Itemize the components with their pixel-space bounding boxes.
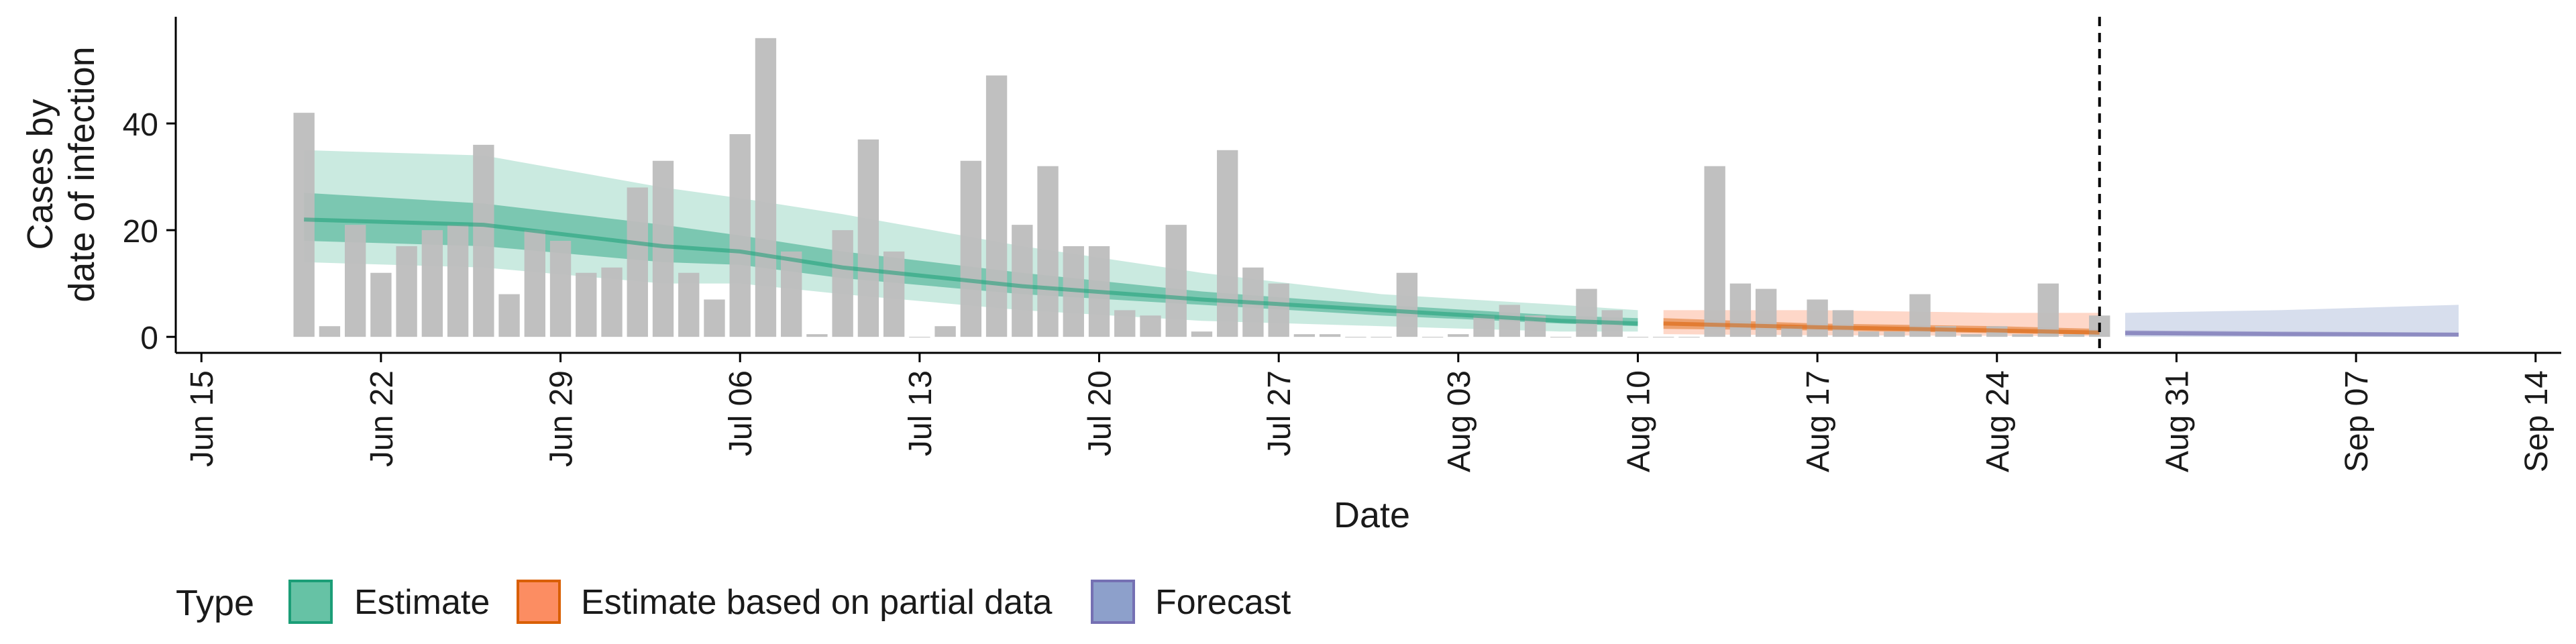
legend-label-forecast: Forecast xyxy=(1155,583,1291,622)
legend-key-forecast xyxy=(1091,580,1135,624)
x-tick-label: Sep 07 xyxy=(2339,370,2375,472)
bar xyxy=(1268,283,1289,337)
median-line-estimate xyxy=(304,217,1638,326)
median-line-forecast xyxy=(2125,331,2459,337)
x-tick-label: Jul 27 xyxy=(1262,370,1297,456)
bar xyxy=(1781,326,1803,337)
x-axis-ticks: Jun 15 Jun 22 Jun 29 Jul 06 Jul 13 Jul 20 Jul … xyxy=(184,353,2555,472)
bar xyxy=(781,251,802,337)
bar xyxy=(1037,166,1059,337)
bar xyxy=(447,225,469,337)
bar xyxy=(1293,334,1316,337)
bar xyxy=(652,160,674,337)
bar xyxy=(344,225,366,337)
y-axis-ticks: 0 20 40 xyxy=(123,107,176,356)
x-tick-label: Jun 29 xyxy=(544,370,580,467)
bar xyxy=(1012,225,1033,337)
x-tick-label: Aug 31 xyxy=(2159,370,2195,472)
bar xyxy=(1217,150,1238,337)
bar xyxy=(704,299,725,337)
x-tick-label: Sep 14 xyxy=(2519,370,2555,472)
bar xyxy=(1832,310,1854,337)
bar xyxy=(1448,334,1469,337)
bar-layer xyxy=(293,38,2110,338)
bar xyxy=(1140,315,1161,337)
x-axis-title: Date xyxy=(1334,495,1410,535)
bar xyxy=(1499,305,1520,337)
x-tick-label: Aug 24 xyxy=(1980,370,2016,472)
bar xyxy=(524,230,545,337)
legend-label-estimate: Estimate xyxy=(354,583,490,622)
x-tick-label: Jul 06 xyxy=(723,370,759,456)
legend-key-partial xyxy=(517,580,561,624)
bar xyxy=(293,113,315,337)
bar xyxy=(421,230,443,337)
bar xyxy=(857,139,879,337)
bar xyxy=(1191,331,1213,337)
bar xyxy=(2012,334,2033,337)
bar xyxy=(1319,334,1341,337)
bar xyxy=(576,272,597,337)
bar xyxy=(627,187,648,337)
bar xyxy=(370,272,392,337)
bar xyxy=(549,241,572,337)
bar xyxy=(601,267,623,337)
median-line-estimate-based-on-partial-data xyxy=(1663,321,2100,335)
bar xyxy=(1807,299,1828,337)
bar xyxy=(1960,334,1982,337)
legend-title: Type xyxy=(176,583,254,623)
bar xyxy=(396,246,417,337)
x-tick-label: Aug 03 xyxy=(1442,370,1477,472)
bar xyxy=(755,38,777,337)
bar xyxy=(960,160,982,337)
bar xyxy=(729,133,751,337)
bar xyxy=(1114,310,1136,337)
bar xyxy=(498,294,520,337)
legend: Type Estimate Estimate based on partial … xyxy=(176,580,1291,624)
legend-item-partial: Estimate based on partial data xyxy=(517,580,1053,624)
x-tick-label: Aug 17 xyxy=(1801,370,1836,472)
bar xyxy=(2037,283,2059,337)
bar xyxy=(1576,288,1597,337)
x-tick-label: Jun 22 xyxy=(364,370,400,467)
band-outer-forecast xyxy=(2125,305,2459,337)
x-tick-label: Aug 10 xyxy=(1621,370,1656,472)
bar xyxy=(2063,334,2085,337)
bar xyxy=(1704,166,1725,337)
legend-key-estimate xyxy=(288,580,333,624)
x-tick-label: Jun 15 xyxy=(184,370,220,467)
legend-label-partial: Estimate based on partial data xyxy=(581,583,1053,622)
bar xyxy=(1755,288,1777,337)
x-tick-label: Jul 13 xyxy=(903,370,938,456)
bar xyxy=(473,144,494,337)
y-tick-label: 0 xyxy=(140,321,158,356)
bar xyxy=(806,334,828,337)
y-tick-label: 20 xyxy=(123,214,158,250)
bar xyxy=(832,230,853,337)
median-line-layer xyxy=(304,217,2459,337)
bar xyxy=(678,272,700,337)
bar xyxy=(883,251,905,337)
bar xyxy=(985,75,1008,337)
bar xyxy=(319,326,341,337)
bar xyxy=(934,326,956,337)
bar xyxy=(1858,331,1880,337)
y-axis-title-line1: Cases by xyxy=(20,99,60,250)
bar xyxy=(1473,315,1495,337)
y-tick-label: 40 xyxy=(123,107,158,143)
bar xyxy=(1396,272,1418,337)
x-tick-label: Jul 20 xyxy=(1083,370,1118,456)
bar xyxy=(1729,283,1752,337)
legend-item-estimate: Estimate xyxy=(288,580,490,624)
legend-item-forecast: Forecast xyxy=(1091,580,1291,624)
bar xyxy=(1165,225,1187,337)
y-axis-title-line2: date of infection xyxy=(62,46,102,302)
bar xyxy=(1884,331,1905,337)
